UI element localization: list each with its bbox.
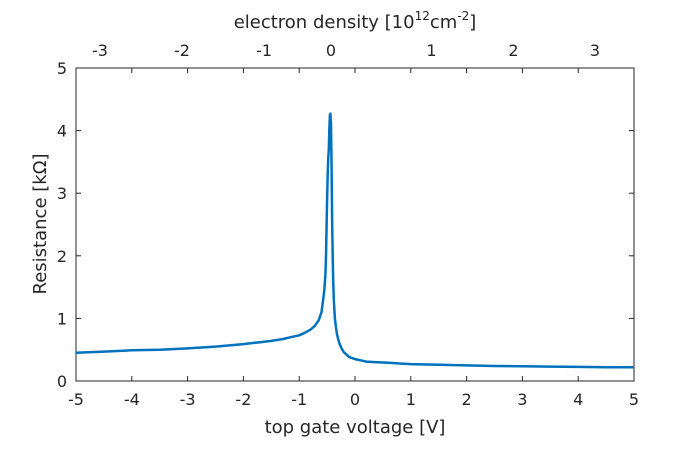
top-x-tick-label: 0 <box>326 41 336 60</box>
bottom-x-axis: -5 -4 -3 -2 -1 0 1 2 3 4 5 <box>68 68 639 409</box>
x-tick-label: -1 <box>291 390 307 409</box>
y-axis: 0 1 2 3 4 5 <box>57 59 634 391</box>
x-axis-label: top gate voltage [V] <box>265 417 446 438</box>
y-tick-label: 3 <box>57 184 67 203</box>
x-tick-label: -2 <box>235 390 251 409</box>
x-tick-label: 0 <box>350 390 360 409</box>
top-x-tick-label: 2 <box>508 41 518 60</box>
x-tick-label: -3 <box>180 390 196 409</box>
top-x-axis: -3 -2 -1 0 1 2 3 <box>92 41 600 60</box>
top-x-tick-label: -3 <box>92 41 108 60</box>
top-x-tick-label: 1 <box>426 41 436 60</box>
x-tick-label: -4 <box>124 390 140 409</box>
top-x-tick-label: -1 <box>256 41 272 60</box>
x-tick-label: 4 <box>573 390 583 409</box>
y-tick-label: 4 <box>57 122 67 141</box>
x-tick-label: 5 <box>629 390 639 409</box>
top-x-axis-label: electron density [1012cm-2] <box>234 9 477 33</box>
top-x-tick-label: 3 <box>590 41 600 60</box>
y-tick-label: 1 <box>57 309 67 328</box>
x-tick-label: 3 <box>517 390 527 409</box>
x-tick-label: 2 <box>462 390 472 409</box>
y-tick-label: 0 <box>57 372 67 391</box>
x-tick-label: -5 <box>68 390 84 409</box>
y-axis-label: Resistance [kΩ] <box>30 154 51 295</box>
x-tick-label: 1 <box>406 390 416 409</box>
resistance-curve <box>75 112 634 369</box>
plot-area <box>75 67 635 382</box>
y-tick-label: 2 <box>57 247 67 266</box>
top-x-tick-label: -2 <box>174 41 190 60</box>
y-tick-label: 5 <box>57 59 67 78</box>
